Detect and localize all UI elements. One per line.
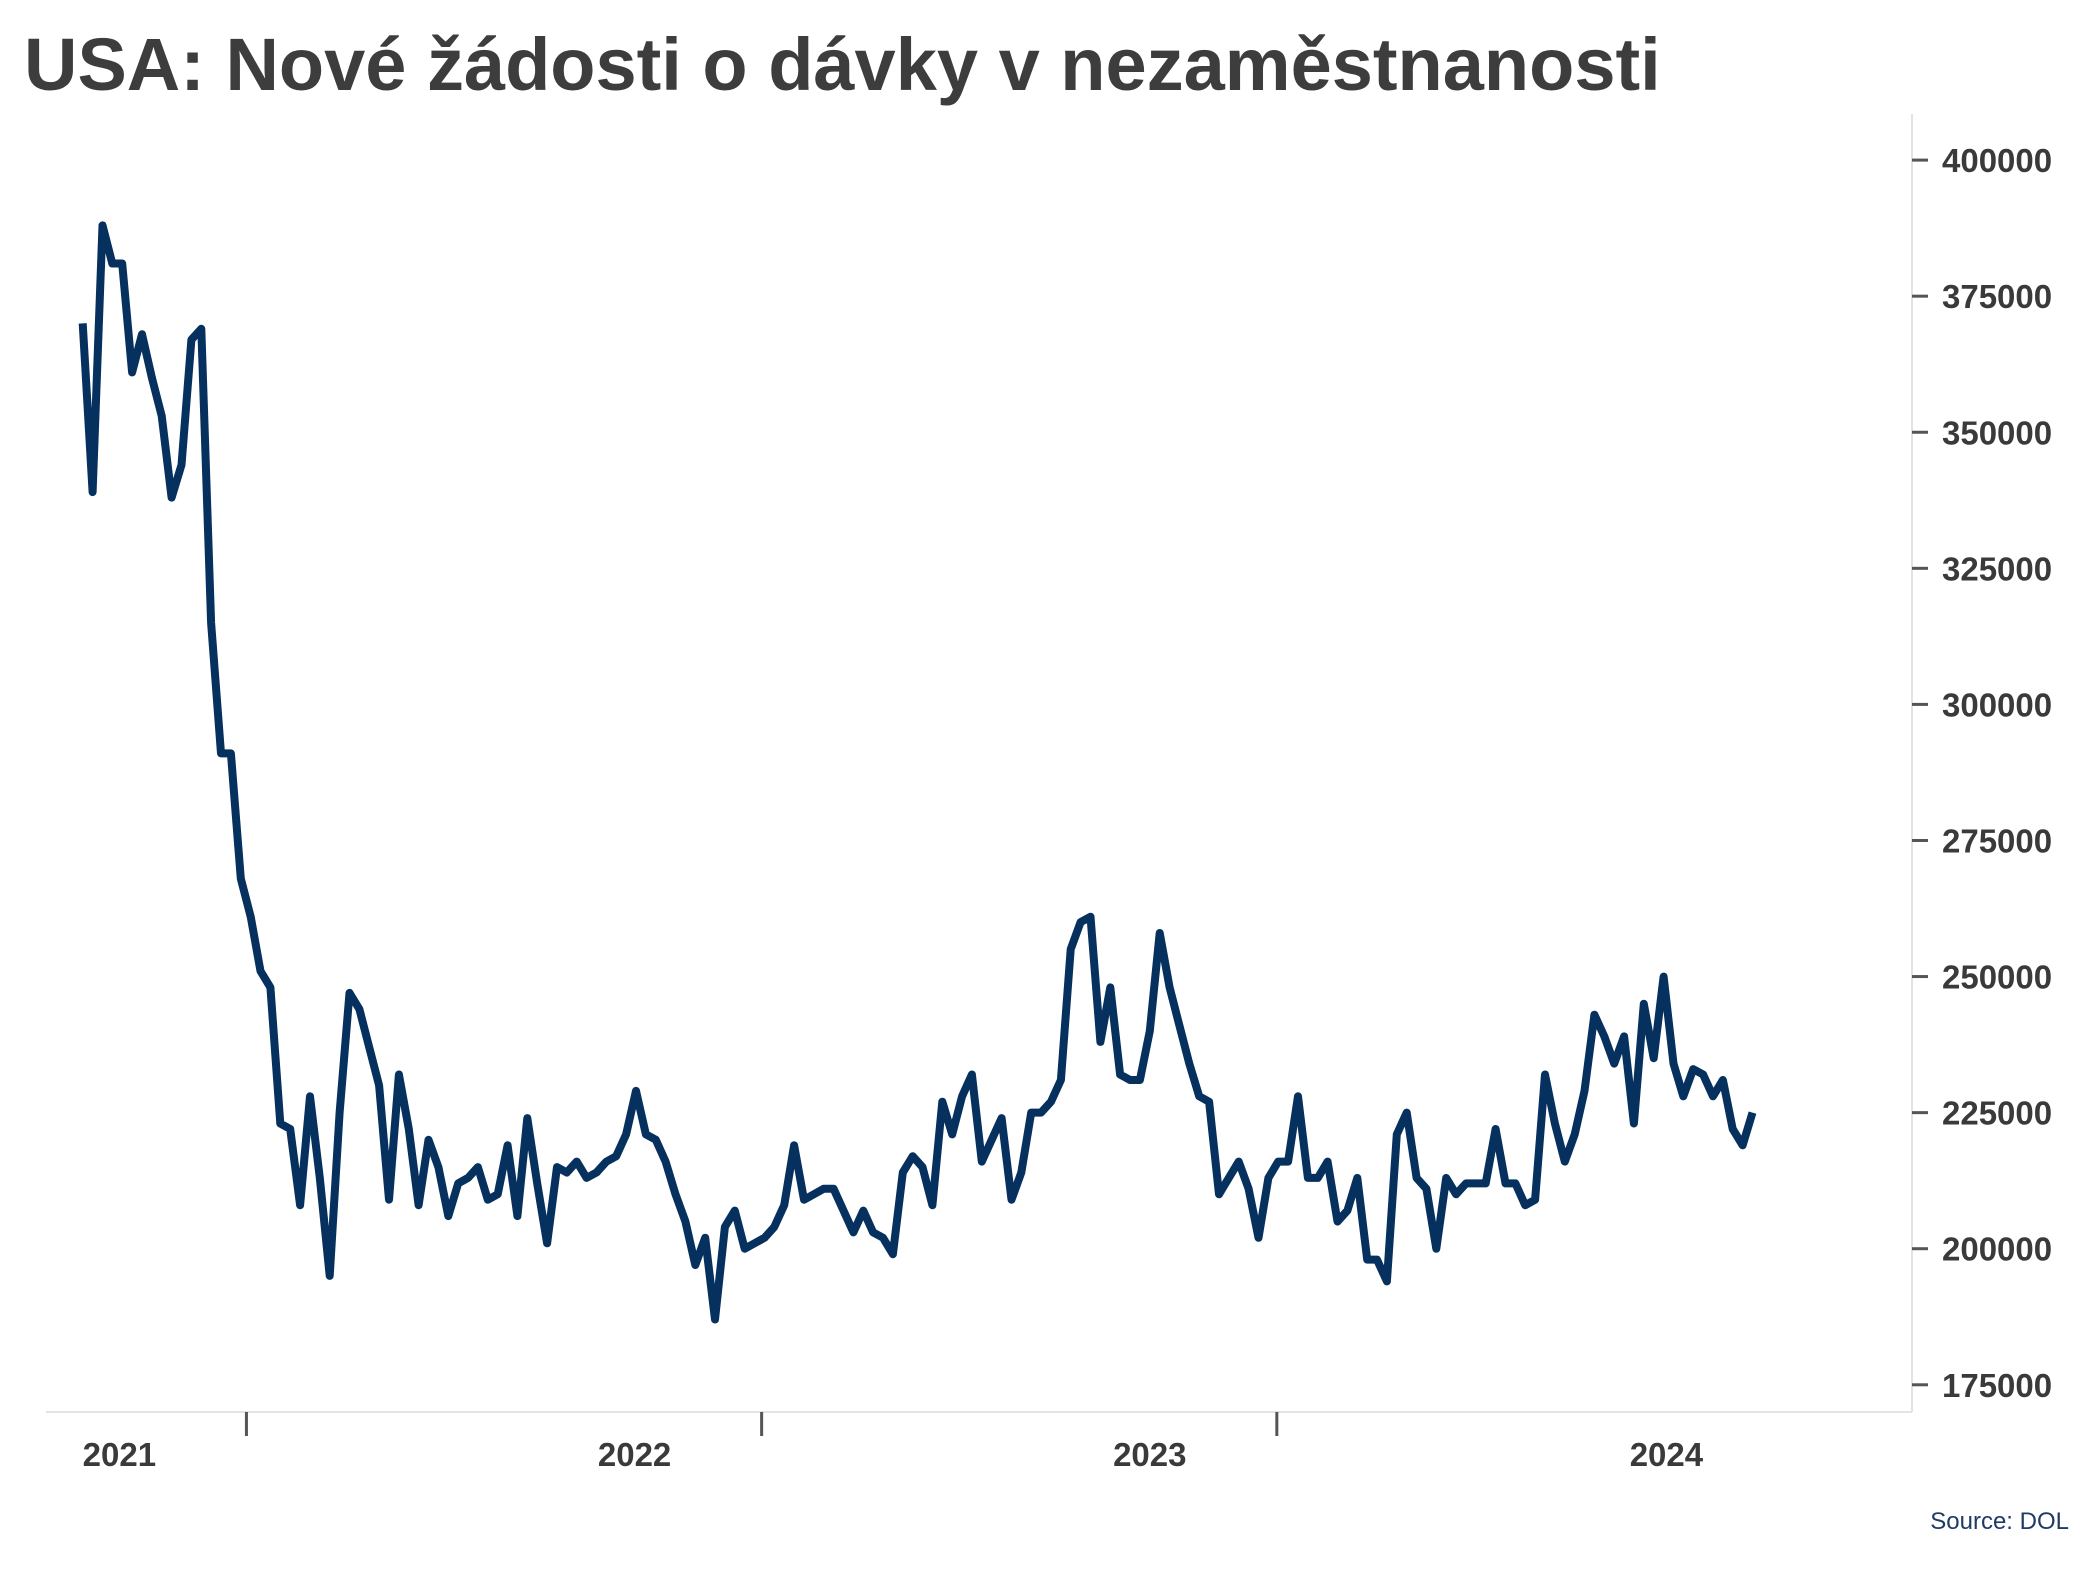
series-line [78, 221, 1757, 1324]
tick-labels: 2021 2022 2023 2024 175000 200000 225000 250000… [83, 142, 2052, 1473]
series-layer [78, 221, 1757, 1324]
y-tick-label: 225000 [1942, 1095, 2052, 1132]
y-tick-label: 350000 [1942, 414, 2052, 451]
y-tick-label: 325000 [1942, 550, 2052, 587]
x-tick-label: 2021 [83, 1436, 156, 1473]
x-tick-label: 2022 [598, 1436, 671, 1473]
x-tick-label: 2023 [1113, 1436, 1186, 1473]
y-tick-label: 400000 [1942, 142, 2052, 179]
chart-title: USA: Nové žádosti o dávky v nezaměstnano… [24, 23, 1661, 106]
y-tick-label: 275000 [1942, 822, 2052, 859]
source-note: Source: DOL [1930, 1508, 2069, 1535]
y-tick-label: 300000 [1942, 686, 2052, 723]
y-tick-label: 200000 [1942, 1231, 2052, 1268]
y-tick-label: 250000 [1942, 959, 2052, 996]
y-tick-label: 175000 [1942, 1367, 2052, 1404]
axes [46, 114, 1928, 1436]
y-tick-label: 375000 [1942, 278, 2052, 315]
x-tick-label: 2024 [1630, 1436, 1704, 1473]
